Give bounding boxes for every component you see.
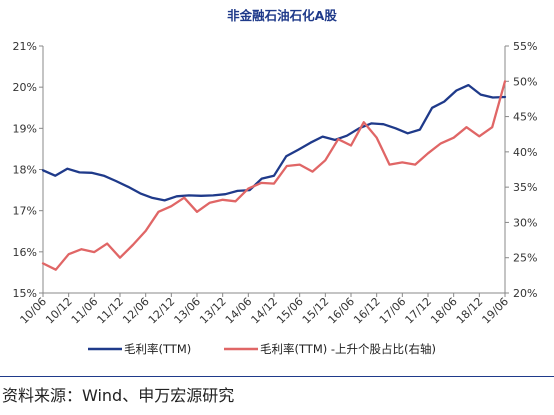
y-left-axis: 15% 16% 17% 18% 19% 20% 21% bbox=[13, 40, 43, 300]
x-tick-label: 13/06 bbox=[172, 295, 204, 327]
y-left-tick-label: 17% bbox=[13, 205, 37, 218]
legend-label-2: 毛利率(TTM) -上升个股占比(右轴) bbox=[260, 342, 436, 356]
x-tick-label: 12/06 bbox=[120, 295, 152, 327]
legend-label-1: 毛利率(TTM) bbox=[124, 342, 191, 356]
y-right-tick-label: 20% bbox=[513, 287, 537, 300]
y-right-axis: 20% 25% 30% 35% 40% 45% 50% 55% bbox=[505, 40, 537, 300]
x-tick-label: 15/12 bbox=[300, 295, 332, 327]
y-right-tick-label: 25% bbox=[513, 252, 537, 265]
legend: 毛利率(TTM) 毛利率(TTM) -上升个股占比(右轴) bbox=[88, 342, 436, 356]
x-tick-label: 10/12 bbox=[43, 295, 75, 327]
x-tick-label: 16/12 bbox=[351, 295, 383, 327]
x-tick-label: 16/06 bbox=[326, 295, 358, 327]
y-right-tick-label: 45% bbox=[513, 111, 537, 124]
source-note: 资料来源：Wind、申万宏源研究 bbox=[2, 386, 235, 405]
x-tick-label: 12/12 bbox=[146, 295, 178, 327]
x-tick-label: 18/12 bbox=[454, 295, 486, 327]
y-right-tick-label: 40% bbox=[513, 146, 537, 159]
x-tick-label: 19/06 bbox=[480, 295, 512, 327]
y-left-tick-label: 19% bbox=[13, 122, 37, 135]
y-left-tick-label: 21% bbox=[13, 40, 37, 53]
series-lines bbox=[41, 80, 507, 271]
plot-frame bbox=[42, 46, 506, 294]
chart-title: 非金融石油石化A股 bbox=[227, 8, 337, 23]
x-tick-label: 18/06 bbox=[428, 295, 460, 327]
y-right-tick-label: 30% bbox=[513, 216, 537, 229]
y-right-tick-label: 55% bbox=[513, 40, 537, 53]
source-bar: 资料来源：Wind、申万宏源研究 bbox=[0, 376, 554, 415]
x-tick-label: 14/06 bbox=[223, 295, 255, 327]
x-axis: 10/0610/1211/0611/1212/0612/1213/0613/12… bbox=[18, 293, 512, 327]
x-tick-label: 14/12 bbox=[249, 295, 281, 327]
x-tick-label: 11/06 bbox=[69, 295, 101, 327]
y-right-tick-label: 35% bbox=[513, 181, 537, 194]
y-right-tick-label: 50% bbox=[513, 75, 537, 88]
series-line-1 bbox=[41, 83, 507, 202]
y-left-tick-label: 18% bbox=[13, 164, 37, 177]
y-left-tick-label: 20% bbox=[13, 81, 37, 94]
y-left-tick-label: 16% bbox=[13, 246, 37, 259]
x-tick-label: 13/12 bbox=[197, 295, 229, 327]
x-tick-label: 11/12 bbox=[95, 295, 127, 327]
x-tick-label: 15/06 bbox=[274, 295, 306, 327]
series-line-2 bbox=[41, 80, 507, 271]
y-left-tick-label: 15% bbox=[13, 287, 37, 300]
chart: 非金融石油石化A股 15% 16% 17% 18% 19% 20% 21% 20% 25% 30… bbox=[13, 8, 538, 356]
x-tick-label: 17/06 bbox=[377, 295, 409, 327]
x-tick-label: 17/12 bbox=[403, 295, 435, 327]
